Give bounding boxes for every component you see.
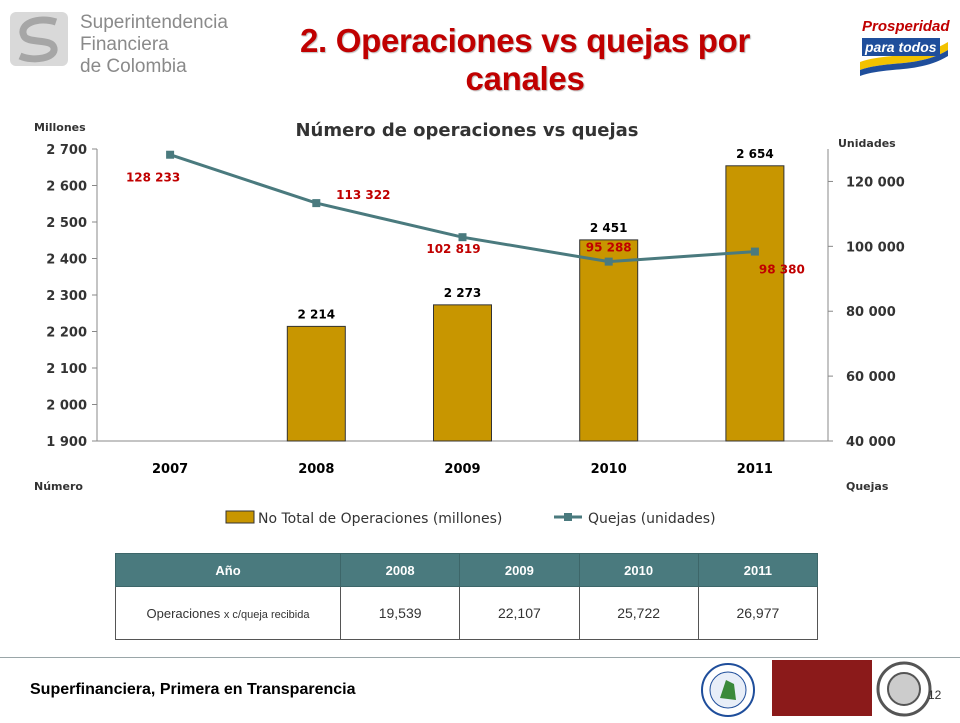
legend-line-marker <box>564 513 572 521</box>
table-header-cell: 2011 <box>697 553 819 587</box>
flag-swoosh-icon <box>860 42 948 76</box>
bar <box>579 239 639 442</box>
prosperidad-logo: Prosperidad para todos <box>858 12 950 76</box>
line-data-label: 113 322 <box>336 188 390 202</box>
right-axis-title: Quejas <box>846 480 889 493</box>
logo-line-2: Financiera <box>80 34 169 55</box>
line-data-label: 98 380 <box>759 263 805 277</box>
table-cell: 22,107 <box>459 586 580 640</box>
table-cell: 25,722 <box>578 586 699 640</box>
slide-title: 2. Operaciones vs quejas por canales <box>299 22 751 97</box>
line-data-label: 102 819 <box>426 242 480 256</box>
line-marker <box>312 199 321 208</box>
table-row: Operaciones x c/queja recibida 19,539 22… <box>115 586 819 640</box>
left-axis-tick-label: 2 500 <box>46 216 87 231</box>
bar <box>433 304 492 442</box>
left-axis-tick-label: 2 600 <box>46 180 87 195</box>
row-label-small: x c/queja recibida <box>223 608 310 621</box>
right-axis-tick-label: 60 000 <box>846 370 896 385</box>
operations-per-complaint-table: Año 2008 2009 2010 2011 Operaciones x c/… <box>115 553 819 640</box>
right-axis-tick-label: 40 000 <box>846 435 896 450</box>
table-row-label: Operaciones x c/queja recibida <box>115 586 341 640</box>
bar-data-label: 2 214 <box>298 307 336 321</box>
page-number: 12 <box>928 688 942 702</box>
line-marker <box>458 233 467 242</box>
logo-line-3: de Colombia <box>80 56 187 77</box>
operations-vs-complaints-chart: Número de operaciones vs quejas Millones… <box>34 120 905 527</box>
x-axis-tick-label: 2011 <box>737 462 773 477</box>
right-logo-line-1: Prosperidad <box>862 18 950 35</box>
government-seal-icon <box>700 662 756 718</box>
legend-bar-swatch <box>225 510 255 524</box>
left-axis-tick-label: 2 200 <box>46 326 87 341</box>
x-axis-tick-label: 2008 <box>298 462 334 477</box>
right-axis-tick-label: 80 000 <box>846 305 896 320</box>
table-header-cell: 2008 <box>339 553 461 587</box>
line-marker <box>604 257 613 266</box>
line-data-label: 128 233 <box>126 171 180 185</box>
bar-data-label: 2 273 <box>444 286 482 300</box>
logo-line-1: Superintendencia <box>80 12 228 33</box>
x-axis-tick-label: 2010 <box>591 462 627 477</box>
table-header-row: Año 2008 2009 2010 2011 <box>115 553 819 587</box>
bar <box>286 325 346 442</box>
left-axis-tick-label: 2 700 <box>46 143 87 158</box>
table-header-cell: 2010 <box>578 553 699 587</box>
legend-line-label: Quejas (unidades) <box>588 511 716 527</box>
left-axis-tick-label: 2 000 <box>46 399 87 414</box>
certification-badges <box>772 660 932 718</box>
table-cell: 26,977 <box>697 586 819 640</box>
chart-title: Número de operaciones vs quejas <box>295 120 638 141</box>
right-logo-line-2: para todos <box>862 38 940 56</box>
bar-data-label: 2 654 <box>736 147 774 161</box>
bar <box>725 165 785 442</box>
x-axis-tick-label: 2009 <box>444 462 480 477</box>
superfinanciera-logo: Superintendencia Financiera de Colombia <box>8 8 238 78</box>
left-axis-tick-label: 2 300 <box>46 289 87 304</box>
line-data-label: 95 288 <box>586 241 632 255</box>
left-axis-tick-label: 2 100 <box>46 362 87 377</box>
right-axis-unit-label: Unidades <box>838 137 896 150</box>
iso-certification-icon <box>772 660 872 716</box>
left-axis-title: Número <box>34 480 83 493</box>
bar-data-label: 2 451 <box>590 221 628 235</box>
table-cell: 19,539 <box>339 586 461 640</box>
table-header-cell: 2009 <box>459 553 580 587</box>
line-marker <box>166 150 175 159</box>
row-label-main: Operaciones <box>146 605 221 621</box>
table-header-cell: Año <box>115 553 341 587</box>
left-axis-tick-label: 2 400 <box>46 253 87 268</box>
footer-tagline: Superfinanciera, Primera en Transparenci… <box>30 681 356 698</box>
legend-bar-label: No Total de Operaciones (millones) <box>258 511 502 527</box>
footer-divider <box>0 657 960 658</box>
right-axis-tick-label: 120 000 <box>846 175 905 190</box>
left-axis-unit-label: Millones <box>34 121 86 134</box>
line-marker <box>750 247 759 256</box>
superfinanciera-s-icon <box>10 12 68 66</box>
bureau-veritas-icon <box>876 661 932 717</box>
right-axis-tick-label: 100 000 <box>846 240 905 255</box>
x-axis-tick-label: 2007 <box>152 462 188 477</box>
chart-legend: No Total de Operaciones (millones) Quejas… <box>225 510 716 527</box>
left-axis-tick-label: 1 900 <box>46 435 87 450</box>
